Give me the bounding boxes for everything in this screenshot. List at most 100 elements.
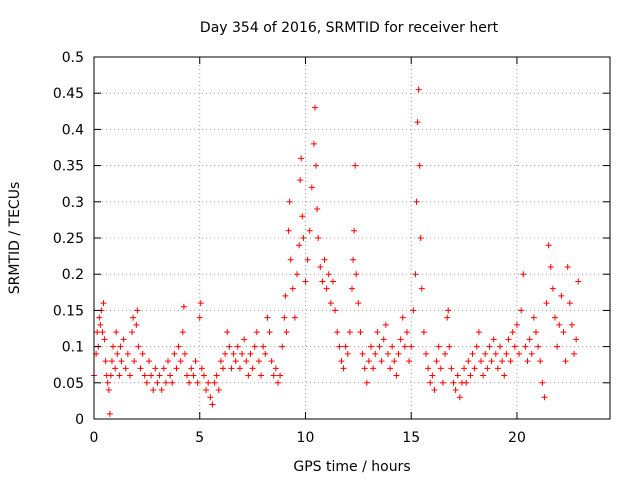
data-point [446,343,453,350]
data-point [203,387,210,394]
data-point [139,350,146,357]
data-point [167,372,174,379]
data-point [413,198,420,205]
data-point [281,314,288,321]
data-point [100,300,107,307]
data-point [154,379,161,386]
data-point [469,350,476,357]
data-point [408,343,415,350]
data-point [158,387,165,394]
data-point [186,379,193,386]
data-point [334,329,341,336]
data-point [126,372,133,379]
data-point [323,285,330,292]
data-point [384,350,391,357]
data-point [294,271,301,278]
data-point [289,285,296,292]
data-point [209,401,216,408]
data-point [355,300,362,307]
data-point [482,350,489,357]
grid-lines [94,57,610,419]
chart-title: Day 354 of 2016, SRMTID for receiver her… [200,20,499,36]
data-point [554,343,561,350]
data-point [494,365,501,372]
data-point [414,119,421,126]
data-point [499,358,506,365]
data-point [122,365,129,372]
data-point [416,162,423,169]
data-point [571,350,578,357]
data-point [274,379,281,386]
data-points [91,86,582,417]
data-point [300,235,307,241]
data-point [296,242,303,249]
data-point [370,365,377,372]
data-point [503,350,510,357]
data-point [228,365,235,372]
data-point [236,365,243,372]
data-point [249,365,256,372]
data-point [359,350,366,357]
data-point [107,372,114,379]
data-point [410,307,417,314]
data-point [450,379,457,386]
data-point [433,358,440,365]
data-point [340,365,347,372]
data-point [530,314,537,321]
y-tick-label: 0.15 [53,303,84,319]
data-point [526,336,533,343]
data-point [200,372,207,379]
data-point [558,292,565,299]
data-point [478,358,484,365]
data-point [431,387,438,394]
data-point [217,358,224,365]
data-point [518,307,525,314]
data-point [135,343,142,350]
data-point [279,343,286,350]
data-point [456,394,463,401]
data-point [175,343,182,350]
data-point [198,365,205,372]
data-point [439,379,446,386]
data-point [475,329,482,336]
data-point [329,278,336,285]
data-point [492,350,499,357]
data-point [162,379,169,386]
data-point [437,365,444,372]
data-point [497,343,504,350]
data-point [317,263,324,270]
x-tick-label: 10 [297,430,315,446]
data-point [357,329,364,336]
data-point [171,350,178,357]
data-point [350,256,357,263]
data-point [133,321,140,328]
data-point [179,329,186,336]
data-point [361,365,368,372]
data-point [532,329,539,336]
x-axis-title: GPS time / hours [293,459,410,475]
data-point [454,372,461,379]
data-point [480,372,487,379]
data-point [507,358,514,365]
data-point [287,256,294,263]
data-point [165,358,172,365]
data-point [344,350,351,357]
y-tick-label: 0.2 [62,267,84,283]
data-point [353,271,360,278]
y-tick-label: 0.45 [53,86,84,102]
data-point [194,379,201,386]
data-point [420,329,427,336]
data-point [124,350,131,357]
data-point [104,379,111,386]
data-point [520,271,527,278]
data-point [110,343,117,350]
data-point [120,336,127,343]
data-point [262,350,269,357]
data-point [108,358,115,365]
y-tick-label: 0.5 [62,50,84,66]
y-tick-label: 0 [75,412,84,428]
data-point [552,314,559,321]
data-point [299,213,306,220]
data-point [306,227,313,234]
